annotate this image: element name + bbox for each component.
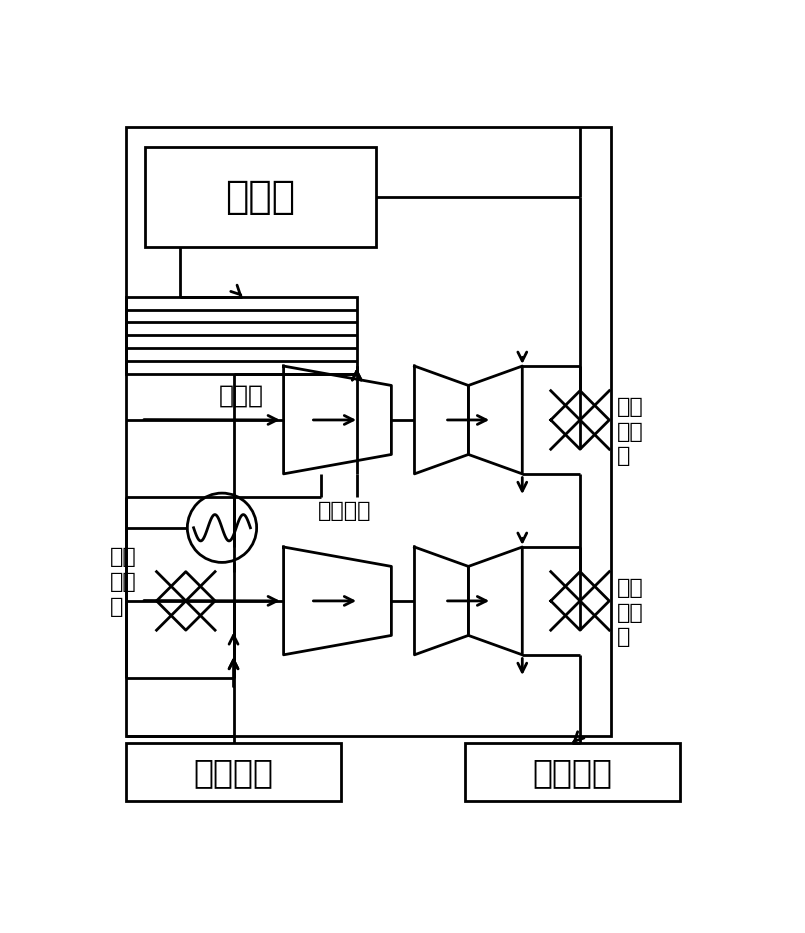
- Text: 废气
放气
阀: 废气 放气 阀: [617, 578, 644, 648]
- Bar: [145, 146, 376, 246]
- Text: 发动机: 发动机: [225, 177, 295, 216]
- Text: 级间冷却: 级间冷却: [318, 501, 372, 521]
- Text: 废气
调节
阀: 废气 调节 阀: [617, 397, 644, 466]
- Text: 进气环境: 进气环境: [193, 756, 274, 788]
- Bar: [126, 128, 611, 735]
- Bar: [464, 744, 680, 801]
- Text: 进气
旁通
阀: 进气 旁通 阀: [110, 547, 137, 617]
- Text: 排气环境: 排气环境: [532, 756, 613, 788]
- Bar: [126, 744, 341, 801]
- Text: 中冷器: 中冷器: [219, 383, 264, 408]
- Bar: [126, 297, 357, 374]
